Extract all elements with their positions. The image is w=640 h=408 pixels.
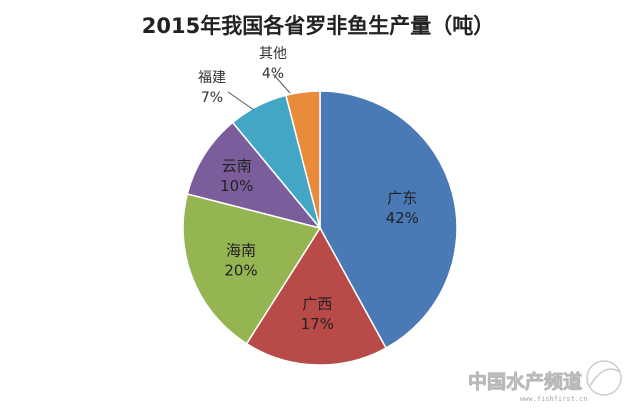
watermark-url: www.fishfirst.cn: [520, 395, 587, 403]
slice-label-4: 福建: [198, 70, 226, 86]
chart-title: 2015年我国各省罗非鱼生产量（吨）: [142, 14, 494, 38]
slice-label-5: 其他: [259, 46, 287, 62]
leader-line-5: [272, 73, 291, 94]
pie-slices: [182, 90, 458, 366]
watermark: 中国水产频道 www.fishfirst.cn: [468, 360, 622, 403]
slice-value-5: 4%: [262, 66, 284, 82]
pie-slice-2: [182, 193, 322, 345]
slice-value-4: 7%: [201, 90, 223, 106]
slice-label-2: 海南: [226, 241, 256, 259]
slice-label-0: 广东: [387, 189, 417, 207]
globe-logo-icon: [586, 360, 622, 396]
globe-logo-swoosh: [589, 368, 621, 387]
slice-value-2: 20%: [224, 261, 257, 279]
slice-label-3: 云南: [222, 157, 252, 175]
slice-value-3: 10%: [220, 177, 253, 195]
slice-value-1: 17%: [301, 315, 334, 333]
slice-label-1: 广西: [302, 295, 332, 313]
leader-line-4: [227, 91, 255, 111]
pie-slice-3: [186, 121, 323, 230]
watermark-text: 中国水产频道: [468, 370, 582, 393]
slice-value-0: 42%: [386, 209, 419, 227]
pie-slice-5: [285, 90, 321, 229]
pie-slice-1: [245, 226, 388, 366]
pie-labels: 广东 42% 广西 17% 海南 20% 云南 10% 福建 7% 其他 4%: [198, 46, 419, 333]
pie-slice-0: [319, 90, 458, 350]
